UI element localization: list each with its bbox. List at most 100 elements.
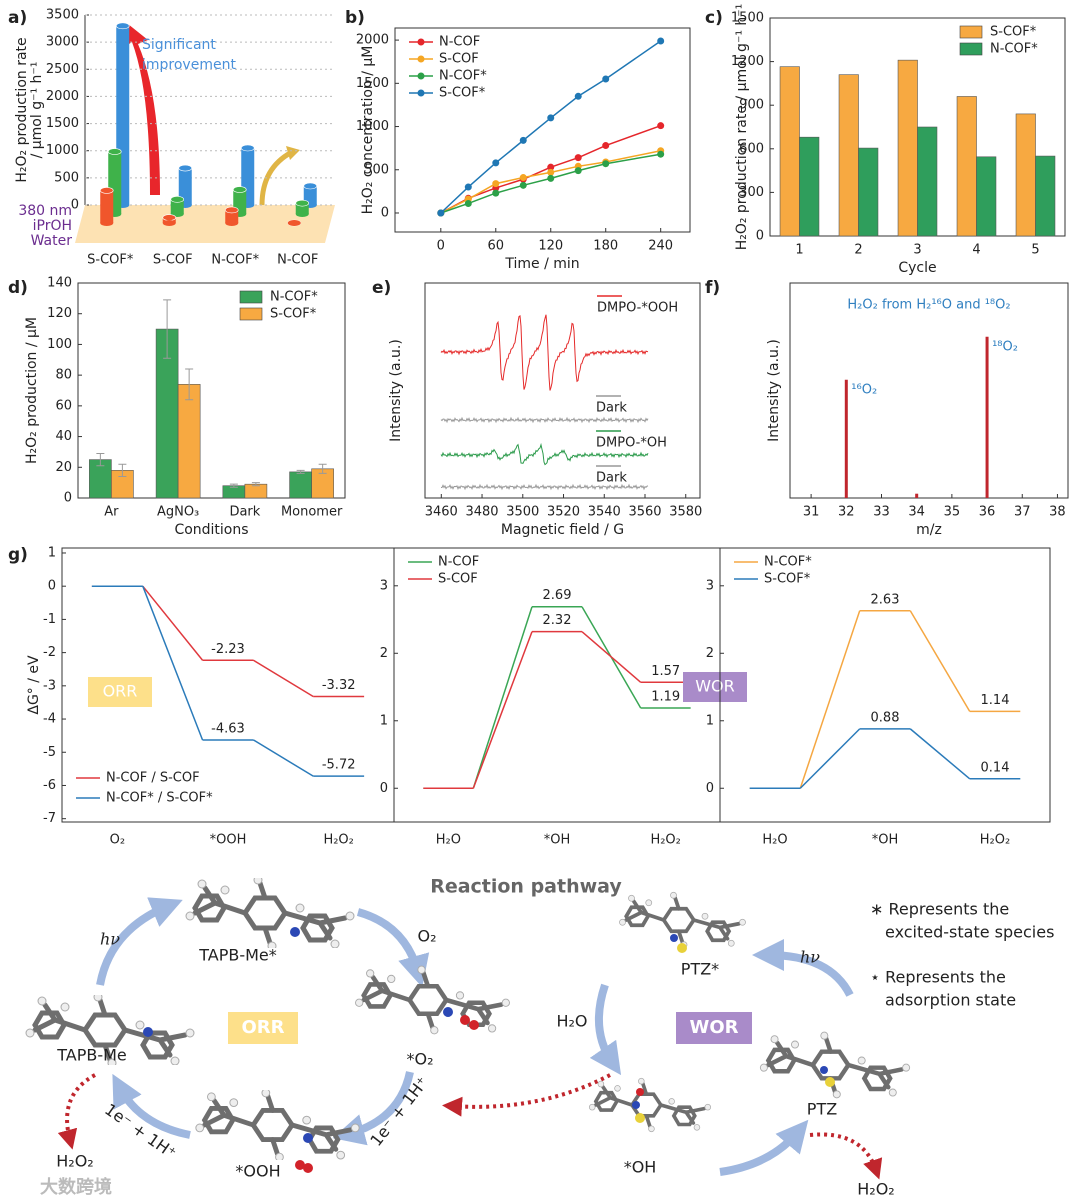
panel-label: g) — [8, 545, 28, 565]
y-axis-label: Intensity (a.u.) — [388, 339, 404, 442]
cylinder — [178, 168, 192, 205]
x-tick-label: 3 — [913, 243, 921, 258]
n-atom — [632, 1101, 640, 1109]
legend-label: N-COF* — [990, 42, 1038, 57]
arrow — [719, 1119, 809, 1176]
x-tick-label: 3520 — [547, 505, 580, 520]
cylinder-cap — [240, 144, 255, 152]
annotation: ORR — [103, 682, 138, 701]
cylinder — [170, 199, 184, 214]
cylinder-cap — [162, 214, 177, 221]
n-atom — [670, 934, 678, 942]
y-tick-label: 500 — [54, 170, 79, 185]
value-label: -2.23 — [211, 642, 245, 657]
arrow — [96, 897, 183, 986]
marker — [574, 167, 582, 175]
legend-label: N-COF* — [270, 290, 318, 305]
error-bar — [296, 469, 305, 474]
annotation: WOR — [695, 677, 735, 696]
legend-label: N-COF / S-COF — [106, 771, 200, 786]
y-axis-label: H₂O₂ production rate / μmol g⁻¹ h⁻¹ — [734, 4, 750, 251]
annotation: improvement — [142, 57, 236, 73]
x-tick-label: S-COF — [153, 253, 193, 268]
cylinder-cap — [232, 186, 247, 193]
connector — [253, 739, 314, 777]
panel-label: d) — [8, 278, 28, 298]
legend-label: N-COF — [439, 35, 480, 50]
connector — [581, 631, 642, 683]
panel-label: c) — [705, 8, 723, 28]
value-label: 2.63 — [871, 592, 900, 607]
marker — [547, 174, 555, 182]
marker — [547, 163, 555, 171]
value-label: 2.32 — [543, 613, 572, 628]
marker — [602, 160, 610, 168]
y-tick-label: 140 — [47, 276, 72, 291]
x-tick-label: 60 — [488, 239, 505, 254]
watermark: 大数跨境 — [40, 1176, 112, 1198]
marker — [602, 75, 610, 83]
light-label: hν — [100, 930, 120, 949]
plot-frame — [77, 282, 346, 499]
x-tick-label: 2 — [854, 243, 862, 258]
x-axis-label: Time / min — [504, 256, 579, 272]
small-arrow — [259, 149, 294, 206]
n-atom — [820, 1066, 828, 1074]
y-tick-label: 1 — [706, 713, 714, 728]
x-tick-label: S-COF* — [87, 253, 134, 268]
error-bar — [185, 368, 194, 401]
bar — [858, 147, 879, 237]
error-bar — [251, 482, 260, 487]
reactant-label: H₂O — [556, 1012, 587, 1031]
molecule-label: TAPB-Me* — [198, 946, 277, 965]
cylinder — [303, 186, 317, 205]
y-axis-label: H₂O₂ concentration / μM — [360, 46, 376, 215]
panel-label: e) — [372, 278, 391, 298]
x-tick-label: H₂O₂ — [980, 833, 1010, 848]
line — [440, 153, 661, 214]
marker — [464, 199, 472, 207]
molecule — [760, 1032, 909, 1098]
o-atom — [636, 1088, 644, 1096]
marker — [547, 114, 555, 122]
o-atom — [303, 1163, 313, 1173]
series-label: iPrOH — [33, 218, 72, 234]
arrow — [356, 908, 430, 988]
y-tick-label: -4 — [43, 712, 56, 727]
series-label: 380 nm — [18, 203, 72, 219]
spectrum-trace — [440, 416, 649, 424]
x-tick-label: 36 — [979, 505, 996, 520]
plot-frame — [394, 27, 691, 233]
y-tick-label: 3000 — [46, 35, 79, 50]
y-tick-label: 0 — [48, 579, 56, 594]
connector — [472, 606, 533, 789]
y-tick-label: 300 — [739, 185, 764, 200]
molecule — [356, 966, 510, 1034]
s-atom — [825, 1077, 835, 1087]
x-tick-label: Ar — [104, 505, 119, 520]
value-label: 0.14 — [981, 760, 1010, 775]
value-label: 1.14 — [981, 693, 1010, 708]
dotted-arrow — [809, 1132, 883, 1180]
spectrum-trace — [440, 314, 649, 391]
annotation-box — [88, 677, 152, 707]
x-tick-label: Dark — [229, 505, 260, 520]
wor-label: WOR — [689, 1017, 738, 1038]
legend-swatch — [959, 25, 983, 39]
y-tick-label: 1500 — [356, 76, 389, 91]
x-tick-label: N-COF* — [211, 253, 259, 268]
legend-label: N-COF* — [764, 555, 812, 570]
connector — [472, 631, 533, 789]
bar — [897, 59, 918, 237]
plot-frame — [424, 282, 701, 499]
x-axis-label: m/z — [916, 522, 942, 538]
connector — [253, 659, 314, 698]
marker — [574, 154, 582, 162]
connector — [909, 610, 971, 712]
x-tick-label: 38 — [1049, 505, 1066, 520]
cylinder-cap — [178, 164, 193, 172]
connector — [799, 728, 861, 789]
marker — [574, 92, 582, 100]
molecule — [186, 876, 354, 950]
